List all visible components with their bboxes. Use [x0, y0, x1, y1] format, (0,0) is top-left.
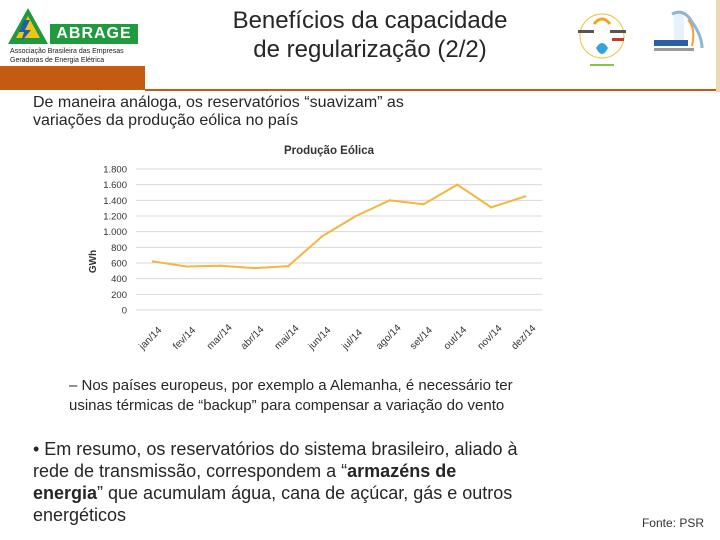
data-point	[151, 260, 155, 263]
sub-bullet-line-1: – Nos países europeus, por exemplo a Ale…	[69, 377, 513, 394]
data-point	[320, 235, 324, 238]
x-tick-label: out/14	[442, 324, 470, 352]
header-divider	[145, 89, 720, 91]
main-bullet-line-4: energéticos	[33, 505, 127, 525]
x-tick-label: jan/14	[137, 325, 165, 353]
main-bullet-line-2-text: rede de transmissão, correspondem a “	[33, 461, 348, 481]
data-point	[354, 214, 358, 218]
y-tick-label: 1.600	[103, 180, 127, 191]
event-logos	[578, 10, 708, 66]
x-tick-label: nov/14	[476, 323, 505, 352]
data-point	[388, 199, 391, 202]
logo-wordmark: ABRAGE	[50, 24, 138, 44]
x-tick-label: jun/14	[306, 325, 334, 353]
main-bullet-line-2: rede de transmissão, correspondem a “arm…	[33, 460, 593, 482]
x-tick-label: mai/14	[273, 323, 302, 352]
x-tick-label: dez/14	[509, 323, 538, 352]
y-tick-label: 400	[111, 274, 127, 285]
intro-line-2: variações da produção eólica no país	[33, 112, 299, 129]
y-tick-label: 600	[111, 259, 127, 270]
title-line-1: Benefícios da capacidade	[232, 7, 508, 34]
slide-title: Benefícios da capacidade de regularizaçã…	[180, 6, 560, 64]
series-line	[152, 183, 526, 270]
intro-text: De maneira análoga, os reservatórios “su…	[33, 94, 593, 132]
y-tick-label: 1.200	[103, 212, 127, 223]
y-tick-label: 1.000	[103, 227, 127, 238]
y-axis-label: GWh	[88, 250, 99, 273]
data-point	[456, 183, 459, 186]
sub-bullet-line-2: usinas térmicas de “backup” para compens…	[69, 397, 505, 414]
intro-line-1: De maneira análoga, os reservatórios “su…	[33, 94, 404, 111]
sub-bullet-text: – Nos países europeus, por exemplo a Ale…	[69, 376, 629, 416]
y-tick-label: 800	[111, 243, 127, 254]
logo-subtitle-line1: Associação Brasileira das Empresas	[10, 48, 124, 55]
header-edge-stripe	[716, 0, 720, 92]
chart-svg: Produção Eólica 0 200 400 600 800 1.000 1.200 1.…	[88, 145, 542, 353]
header-accent-bar	[0, 66, 145, 90]
y-tick-label: 1.800	[103, 165, 127, 176]
main-bullet-text: • Em resumo, os reservatórios do sistema…	[33, 438, 593, 526]
data-point	[422, 203, 425, 206]
y-tick-label: 1.400	[103, 196, 127, 207]
data-point	[185, 265, 188, 268]
data-point	[253, 266, 256, 270]
x-tick-label: set/14	[408, 325, 435, 352]
logo-subtitle-line2: Geradoras de Energia Elétrica	[10, 57, 105, 64]
x-tick-label: abr/14	[239, 324, 267, 352]
main-bullet-line-1: • Em resumo, os reservatórios do sistema…	[33, 439, 518, 459]
wind-production-chart: Produção Eólica 0 200 400 600 800 1.000 1.200 1.…	[82, 138, 552, 360]
main-bullet-bold-1: armazéns de	[347, 461, 457, 481]
seworld-logo-icon	[652, 10, 708, 64]
data-point	[523, 195, 527, 198]
forum-logo-icon	[578, 13, 626, 66]
y-tick-label: 0	[122, 306, 127, 317]
x-tick-label: mar/14	[205, 322, 235, 352]
title-line-2: de regularização (2/2)	[253, 36, 487, 63]
x-tick-label: fev/14	[171, 325, 198, 352]
abrage-triangle-icon	[8, 8, 48, 44]
chart-title: Produção Eólica	[284, 145, 375, 157]
data-point	[219, 264, 222, 267]
abrage-logo: ABRAGE Associação Brasileira das Empresa…	[6, 4, 146, 64]
data-point	[490, 206, 493, 209]
y-tick-label: 200	[111, 290, 127, 301]
x-tick-label: ago/14	[374, 322, 404, 352]
source-credit: Fonte: PSR	[641, 516, 704, 530]
main-bullet-line-3-text: ” que acumulam água, cana de açúcar, gás…	[97, 483, 513, 503]
data-point	[287, 264, 290, 268]
main-bullet-bold-2: energia	[33, 483, 98, 503]
main-bullet-line-3: energia” que acumulam água, cana de açúc…	[33, 482, 593, 504]
x-tick-label: jul/14	[340, 327, 366, 353]
